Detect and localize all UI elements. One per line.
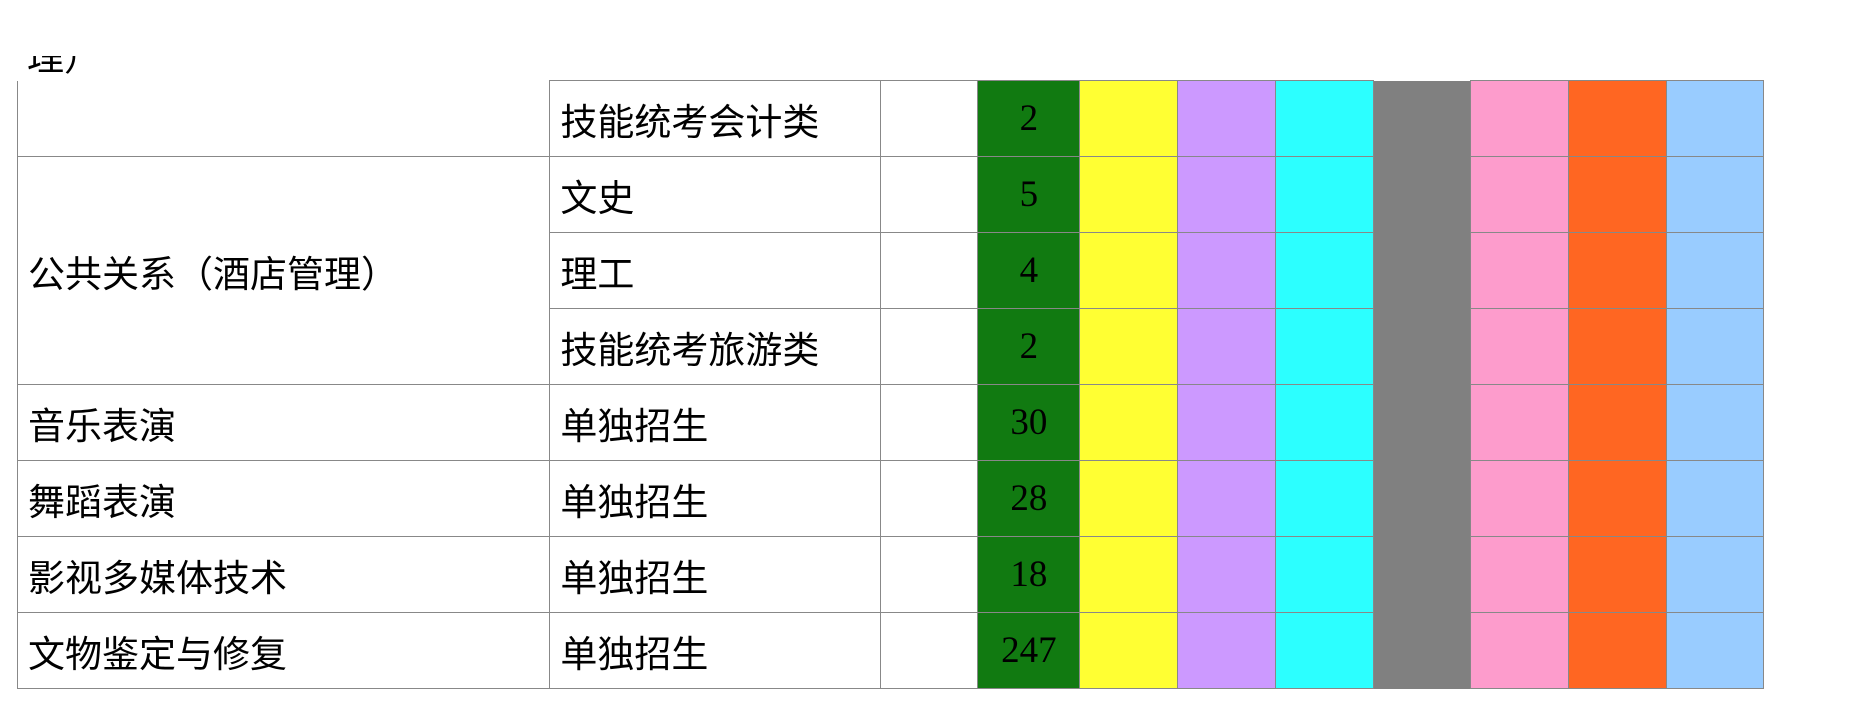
major-cell: 文物鉴定与修复 [16,612,551,689]
count-cell: 18 [977,536,1081,613]
color-cell-orange [1568,156,1668,233]
color-cell-blue [1666,612,1765,689]
color-cell-purple [1177,80,1277,157]
blank-cell [880,80,979,157]
color-cell-cyan [1275,232,1375,309]
enrollment-table-wrapper: 技能统考会计类 2 公共关系（酒店管理） 文史 5 理工 4 技能统考旅游类 2 音乐表演 单独招生… [16,80,1862,689]
color-cell-pink [1470,232,1570,309]
color-cell-cyan [1275,308,1375,385]
color-cell-purple [1177,460,1277,537]
color-cell-blue [1666,536,1765,613]
color-cell-cyan [1275,612,1375,689]
table-row: 影视多媒体技术 单独招生 18 [16,536,1862,613]
color-cell-blue [1666,460,1765,537]
major-cell: 舞蹈表演 [16,460,551,537]
color-cell-orange [1568,536,1668,613]
color-cell-orange [1568,384,1668,461]
blank-cell [880,308,979,385]
color-cell-blue [1666,308,1765,385]
major-cell: 公共关系（酒店管理） [16,156,551,385]
enrollment-type-cell: 理工 [549,232,882,309]
color-cell-blue [1666,384,1765,461]
count-cell: 4 [977,232,1081,309]
table-row: 技能统考旅游类 2 [18,308,1862,385]
count-cell: 2 [977,308,1081,385]
enrollment-type-cell: 文史 [549,156,882,233]
color-cell-purple [1177,156,1277,233]
table-row: 文物鉴定与修复 单独招生 247 [16,612,1862,689]
blank-cell [880,612,979,689]
major-cell [16,80,551,157]
color-cell-yellow [1079,612,1179,689]
color-cell-purple [1177,232,1277,309]
enrollment-type-cell: 单独招生 [549,612,882,689]
count-cell: 2 [977,80,1081,157]
enrollment-type-cell: 单独招生 [549,460,882,537]
color-cell-purple [1177,536,1277,613]
major-cell: 影视多媒体技术 [16,536,551,613]
color-cell-orange [1568,460,1668,537]
color-cell-orange [1568,612,1668,689]
color-cell-yellow [1079,308,1179,385]
color-cell-purple [1177,612,1277,689]
enrollment-type-cell: 技能统考会计类 [549,80,882,157]
color-cell-purple [1177,308,1277,385]
color-cell-cyan [1275,80,1375,157]
clipped-major-label: 理） [27,56,101,79]
color-cell-purple [1177,384,1277,461]
color-cell-pink [1470,384,1570,461]
color-cell-cyan [1275,156,1375,233]
enrollment-table: 技能统考会计类 2 公共关系（酒店管理） 文史 5 理工 4 技能统考旅游类 2 音乐表演 单独招生… [16,80,1862,689]
enrollment-type-cell: 单独招生 [549,536,882,613]
blank-cell [880,384,979,461]
color-cell-pink [1470,80,1570,157]
color-cell-orange [1568,232,1668,309]
table-row: 公共关系（酒店管理） 文史 5 [16,156,1862,385]
count-cell: 247 [977,612,1081,689]
color-cell-orange [1568,80,1668,157]
color-cell-cyan [1275,536,1375,613]
color-cell-pink [1470,612,1570,689]
enrollment-type-cell: 技能统考旅游类 [549,308,882,385]
color-cell-yellow [1079,80,1179,157]
enrollment-type-cell: 单独招生 [549,384,882,461]
color-cell-pink [1470,536,1570,613]
color-cell-blue [1666,232,1765,309]
blank-cell [880,536,979,613]
color-cell-cyan [1275,460,1375,537]
table-row: 技能统考会计类 2 [16,80,1862,689]
color-cell-orange [1568,308,1668,385]
table-row: 音乐表演 单独招生 30 [16,384,1862,461]
clipped-major-text: 理） [27,56,101,80]
color-cell-yellow [1079,156,1179,233]
major-cell: 音乐表演 [16,384,551,461]
blank-cell [880,156,979,233]
color-cell-yellow [1079,536,1179,613]
blank-cell [880,232,979,309]
color-cell-pink [1470,308,1570,385]
color-cell-yellow [1079,232,1179,309]
page-top-margin [0,0,1862,80]
color-cell-blue [1666,156,1765,233]
color-cell-cyan [1275,384,1375,461]
color-cell-gray [1373,80,1472,689]
table-row: 舞蹈表演 单独招生 28 [16,460,1862,537]
count-cell: 28 [977,460,1081,537]
color-cell-blue [1666,80,1765,157]
count-cell: 30 [977,384,1081,461]
blank-cell [880,460,979,537]
count-cell: 5 [977,156,1081,233]
color-cell-yellow [1079,460,1179,537]
color-cell-pink [1470,460,1570,537]
table-row: 理工 4 [18,232,1862,309]
color-cell-pink [1470,156,1570,233]
color-cell-yellow [1079,384,1179,461]
